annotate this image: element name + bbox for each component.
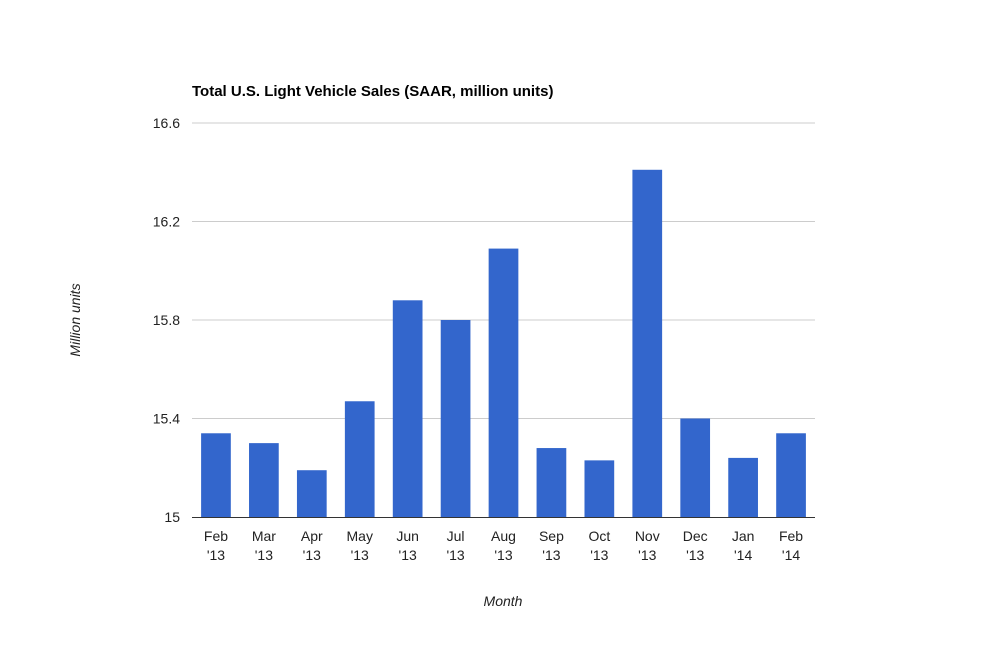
bar: [584, 460, 615, 517]
y-tick-label: 16.6: [153, 115, 180, 131]
x-tick-label: Nov '13: [635, 528, 660, 563]
bar: [201, 433, 231, 517]
y-tick-label: 16.2: [153, 214, 180, 230]
bar: [296, 470, 327, 517]
bars: [201, 169, 806, 517]
y-axis-title: Million units: [67, 283, 83, 356]
x-tick-label: Jan '14: [732, 528, 755, 563]
x-tick-label: Dec '13: [683, 528, 708, 563]
x-tick-label: Aug '13: [491, 528, 516, 563]
bar: [536, 448, 567, 517]
y-tick-label: 15.4: [153, 411, 180, 427]
y-axis-ticks: 15 15.4 15.8 16.2 16.6: [153, 115, 180, 525]
bar: [632, 169, 663, 517]
x-tick-label: Apr '13: [301, 528, 323, 563]
y-tick-label: 15: [164, 509, 180, 525]
x-tick-label: Feb '14: [779, 528, 803, 563]
chart-title: Total U.S. Light Vehicle Sales (SAAR, mi…: [192, 83, 553, 100]
bar: [440, 320, 471, 517]
bar: [776, 433, 806, 517]
x-tick-label: Jun '13: [396, 528, 419, 563]
x-axis-title: Month: [484, 593, 523, 609]
x-tick-label: Sep '13: [539, 528, 564, 563]
x-tick-label: Jul '13: [446, 528, 464, 563]
bar: [488, 248, 519, 517]
x-tick-label: Mar '13: [252, 528, 276, 563]
x-tick-label: Oct '13: [588, 528, 610, 563]
bar: [728, 457, 758, 517]
bar: [680, 418, 711, 517]
y-tick-label: 15.8: [153, 312, 180, 328]
x-tick-label: Feb '13: [204, 528, 228, 563]
bar: [344, 401, 375, 517]
x-tick-label: May '13: [347, 528, 373, 563]
bar: [392, 300, 423, 517]
x-axis-ticks: Feb '13 Mar '13 Apr '13 May '13 Jun '13 Jul '13 Aug '…: [204, 528, 803, 563]
bar: [249, 443, 279, 517]
